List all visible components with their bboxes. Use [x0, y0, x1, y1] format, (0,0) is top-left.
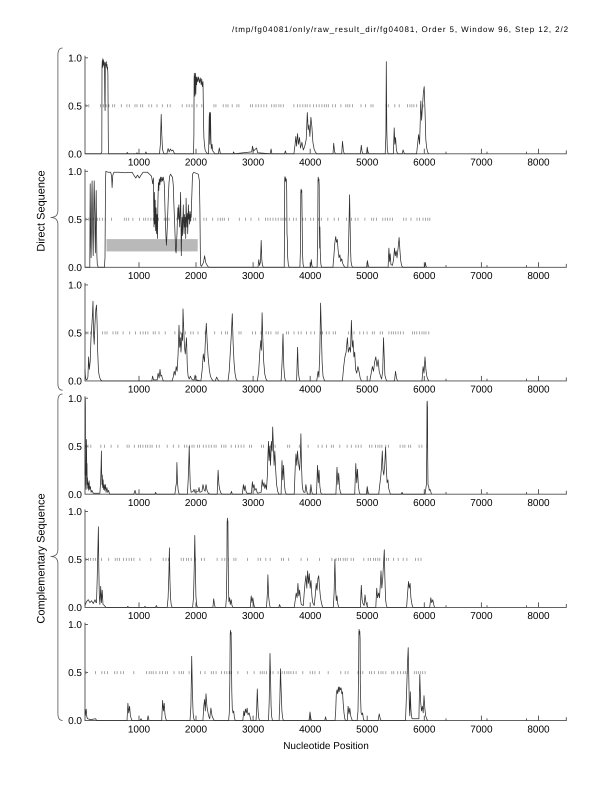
svg-text:4000: 4000: [299, 611, 322, 622]
svg-text:7000: 7000: [470, 611, 493, 622]
svg-text:1000: 1000: [128, 611, 151, 622]
svg-text:3000: 3000: [242, 158, 265, 169]
svg-text:8000: 8000: [527, 271, 550, 282]
svg-text:8000: 8000: [527, 498, 550, 509]
svg-text:3000: 3000: [242, 271, 265, 282]
svg-text:7000: 7000: [470, 385, 493, 396]
svg-text:8000: 8000: [527, 385, 550, 396]
svg-text:6000: 6000: [413, 271, 436, 282]
svg-text:0.0: 0.0: [68, 490, 82, 501]
svg-text:0.5: 0.5: [68, 215, 82, 226]
svg-text:0.5: 0.5: [68, 555, 82, 566]
svg-text:4000: 4000: [299, 271, 322, 282]
svg-text:0.5: 0.5: [68, 668, 82, 679]
svg-text:1.0: 1.0: [68, 620, 82, 631]
svg-text:4000: 4000: [299, 158, 322, 169]
svg-text:1000: 1000: [128, 271, 151, 282]
svg-text:0.5: 0.5: [68, 442, 82, 453]
svg-text:8000: 8000: [527, 724, 550, 735]
svg-text:6000: 6000: [413, 724, 436, 735]
svg-text:1.0: 1.0: [68, 167, 82, 178]
svg-text:6000: 6000: [413, 385, 436, 396]
svg-text:3000: 3000: [242, 498, 265, 509]
svg-text:0.0: 0.0: [68, 603, 82, 614]
svg-text:1000: 1000: [128, 385, 151, 396]
svg-text:2000: 2000: [185, 498, 208, 509]
svg-text:0.5: 0.5: [68, 101, 82, 112]
svg-text:1000: 1000: [128, 724, 151, 735]
svg-text:2000: 2000: [185, 158, 208, 169]
svg-text:5000: 5000: [356, 498, 379, 509]
svg-text:7000: 7000: [470, 498, 493, 509]
svg-text:6000: 6000: [413, 611, 436, 622]
svg-text:Direct Sequence: Direct Sequence: [36, 170, 48, 251]
svg-text:7000: 7000: [470, 158, 493, 169]
svg-text:4000: 4000: [299, 385, 322, 396]
svg-text:2000: 2000: [185, 724, 208, 735]
svg-text:1000: 1000: [128, 158, 151, 169]
svg-text:5000: 5000: [356, 724, 379, 735]
svg-text:Complementary Sequence: Complementary Sequence: [35, 493, 47, 623]
svg-text:3000: 3000: [242, 385, 265, 396]
svg-text:1.0: 1.0: [68, 394, 82, 405]
svg-text:0.5: 0.5: [68, 329, 82, 340]
svg-text:5000: 5000: [356, 611, 379, 622]
svg-text:2000: 2000: [185, 385, 208, 396]
svg-text:8000: 8000: [527, 158, 550, 169]
svg-text:1.0: 1.0: [68, 507, 82, 518]
svg-text:2000: 2000: [185, 271, 208, 282]
svg-text:0.0: 0.0: [68, 377, 82, 388]
svg-text:6000: 6000: [413, 158, 436, 169]
svg-text:4000: 4000: [299, 724, 322, 735]
svg-text:2000: 2000: [185, 611, 208, 622]
svg-text:/tmp/fg04081/only/raw_result_d: /tmp/fg04081/only/raw_result_dir/fg04081…: [232, 25, 569, 34]
svg-text:3000: 3000: [242, 724, 265, 735]
svg-text:7000: 7000: [470, 724, 493, 735]
svg-text:5000: 5000: [356, 158, 379, 169]
svg-text:1.0: 1.0: [68, 281, 82, 292]
svg-text:Nucleotide Position: Nucleotide Position: [283, 741, 369, 752]
svg-text:8000: 8000: [527, 611, 550, 622]
svg-text:1.0: 1.0: [68, 53, 82, 64]
svg-text:0.0: 0.0: [68, 263, 82, 274]
svg-text:4000: 4000: [299, 498, 322, 509]
svg-text:5000: 5000: [356, 271, 379, 282]
svg-text:6000: 6000: [413, 498, 436, 509]
svg-text:0.0: 0.0: [68, 149, 82, 160]
svg-text:0.0: 0.0: [68, 716, 82, 727]
svg-text:3000: 3000: [242, 611, 265, 622]
svg-text:5000: 5000: [356, 385, 379, 396]
svg-text:7000: 7000: [470, 271, 493, 282]
svg-text:1000: 1000: [128, 498, 151, 509]
